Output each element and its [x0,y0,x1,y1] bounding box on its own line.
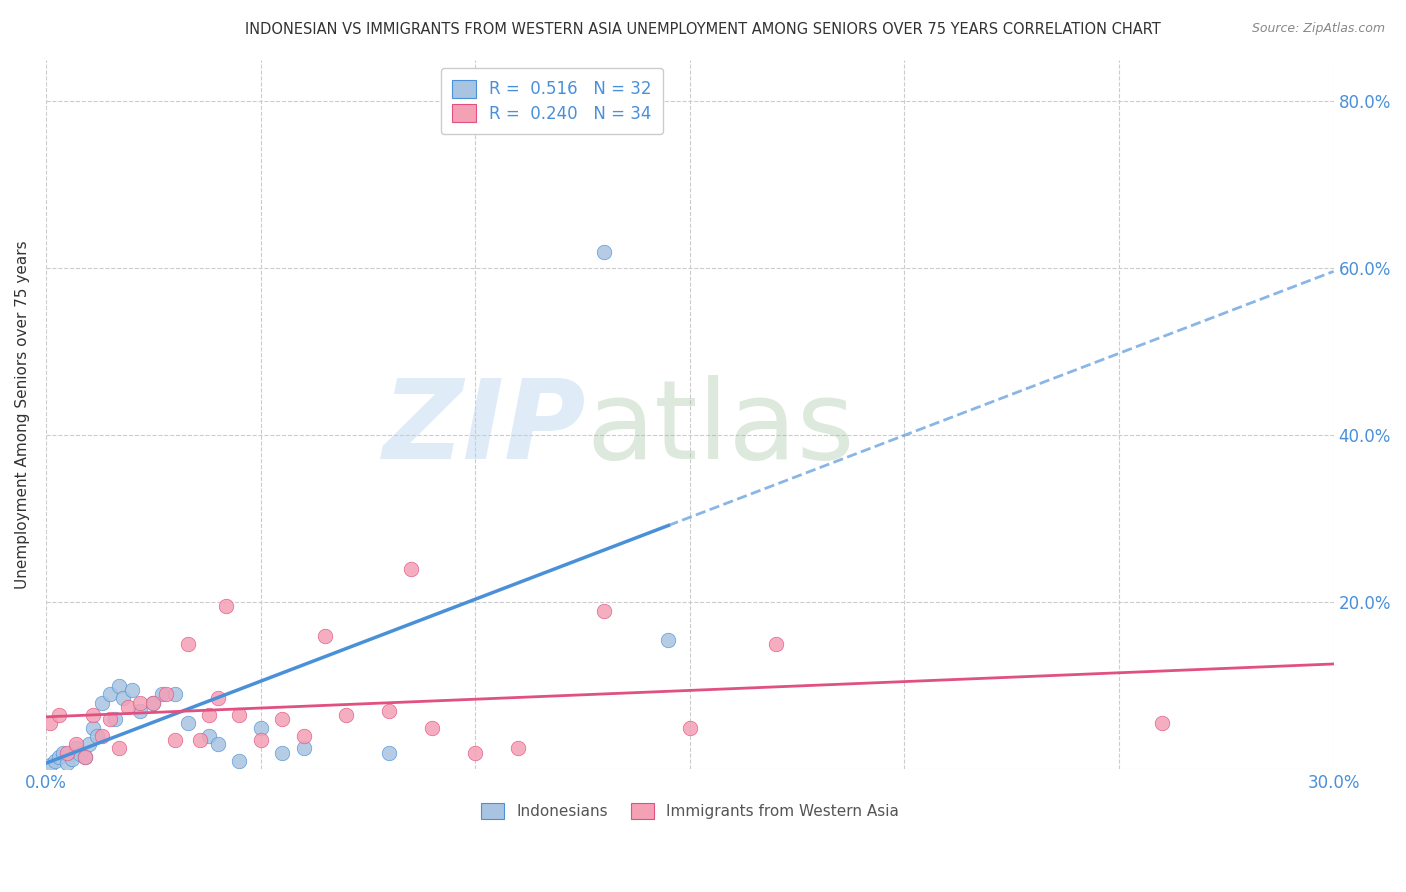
Point [86,729,108,743]
Point [378,704,401,718]
Point [150,687,173,701]
Text: ZIP: ZIP [384,376,586,483]
Point [117,699,139,714]
Text: INDONESIAN VS IMMIGRANTS FROM WESTERN ASIA UNEMPLOYMENT AMONG SENIORS OVER 75 YE: INDONESIAN VS IMMIGRANTS FROM WESTERN AS… [245,22,1161,37]
Legend: Indonesians, Immigrants from Western Asia: Indonesians, Immigrants from Western Asi… [475,797,905,825]
Point [249,721,271,735]
Point [73,749,96,764]
Point [679,721,702,735]
Point [142,696,165,710]
Point [39,716,62,731]
Point [104,712,127,726]
Point [198,729,221,743]
Point [56,746,79,760]
Point [39,758,62,772]
Y-axis label: Unemployment Among Seniors over 75 years: Unemployment Among Seniors over 75 years [15,240,30,589]
Point [207,691,229,706]
Point [1150,716,1173,731]
Point [48,708,70,723]
Point [314,629,336,643]
Point [215,599,238,614]
Point [228,708,250,723]
Point [98,687,121,701]
Point [65,737,87,751]
Point [121,683,143,698]
Point [129,704,152,718]
Point [420,721,443,735]
Point [163,687,186,701]
Point [90,729,112,743]
Point [292,741,315,756]
Point [73,749,96,764]
Text: atlas: atlas [586,376,855,483]
Point [163,733,186,747]
Point [508,741,530,756]
Point [90,696,112,710]
Point [44,754,66,768]
Point [593,244,616,259]
Text: Source: ZipAtlas.com: Source: ZipAtlas.com [1251,22,1385,36]
Point [464,746,486,760]
Point [65,741,87,756]
Point [56,756,79,770]
Point [108,741,131,756]
Point [249,733,271,747]
Point [52,746,75,760]
Point [765,637,787,651]
Point [77,737,100,751]
Point [176,637,198,651]
Point [129,696,152,710]
Point [190,733,212,747]
Point [657,632,679,647]
Point [48,749,70,764]
Point [142,696,165,710]
Point [69,747,91,762]
Point [112,691,135,706]
Point [60,752,83,766]
Point [155,687,177,701]
Point [198,708,221,723]
Point [593,604,616,618]
Point [335,708,357,723]
Point [176,716,198,731]
Point [108,679,131,693]
Point [207,737,229,751]
Point [271,746,294,760]
Point [82,708,104,723]
Point [378,746,401,760]
Point [228,754,250,768]
Point [271,712,294,726]
Point [98,712,121,726]
Point [82,721,104,735]
Point [292,729,315,743]
Point [399,562,422,576]
